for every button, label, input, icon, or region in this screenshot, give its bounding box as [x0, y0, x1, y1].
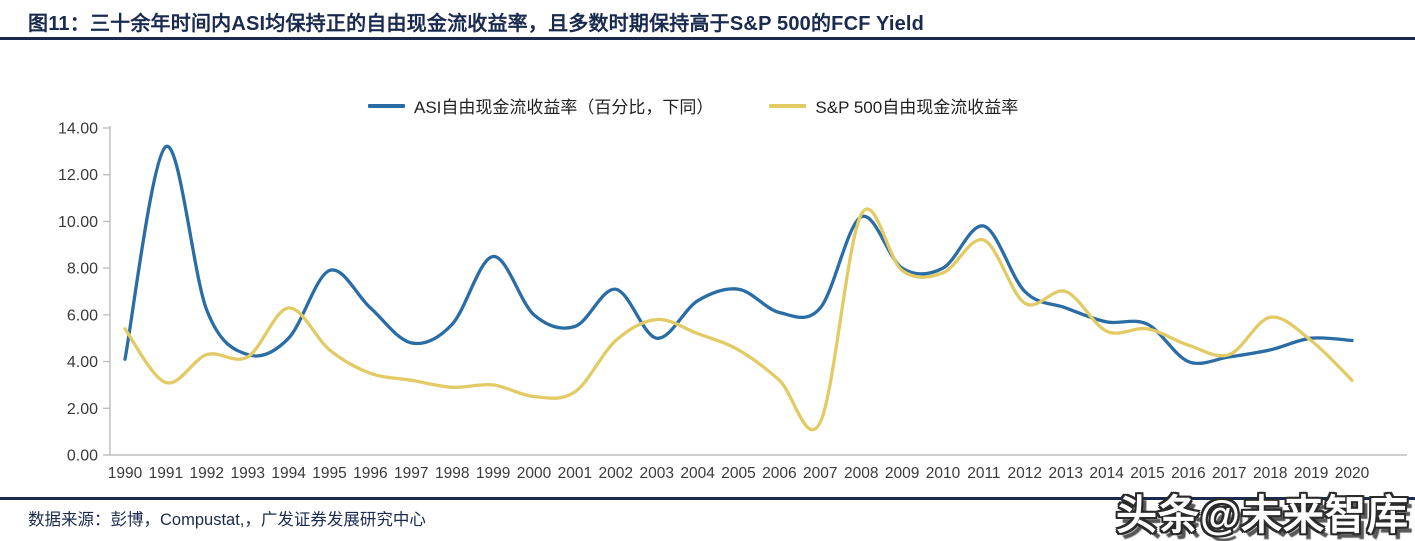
legend-item-asi: ASI自由现金流收益率（百分比，下同）: [368, 93, 713, 118]
x-tick-label: 2002: [599, 465, 633, 482]
x-tick-label: 2017: [1212, 465, 1246, 482]
figure-title: 图11：三十余年时间内ASI均保持正的自由现金流收益率，且多数时期保持高于S&P…: [28, 13, 925, 35]
x-tick-label: 2009: [885, 465, 919, 482]
asi-series-line: [123, 145, 1354, 366]
x-tick-label: 2012: [1008, 465, 1042, 482]
x-tick-label: 2007: [803, 465, 837, 482]
x-tick-label: 2013: [1048, 465, 1082, 482]
x-tick-label: 2006: [762, 465, 796, 482]
chart-legend: ASI自由现金流收益率（百分比，下同） S&P 500自由现金流收益率: [368, 93, 1018, 118]
x-tick-label: 2003: [639, 465, 673, 482]
asi-line-swatch: [368, 103, 405, 108]
footer-rule: [0, 497, 1415, 500]
x-tick-label: 1996: [353, 465, 387, 482]
title-underline-rule: [0, 37, 1415, 40]
x-tick-label: 2018: [1253, 465, 1287, 482]
x-tick-label: 2005: [721, 465, 755, 482]
y-tick-label: 10.00: [58, 214, 98, 231]
data-source-note: 数据来源：彭博，Compustat,，广发证券发展研究中心: [28, 511, 426, 529]
x-tick-label: 2004: [680, 465, 715, 482]
y-tick-label: 0.00: [67, 448, 98, 465]
y-tick-label: 14.00: [58, 121, 98, 138]
y-tick-label: 2.00: [67, 401, 98, 418]
x-tick-label: 2015: [1130, 465, 1164, 482]
y-tick-label: 4.00: [67, 354, 98, 371]
y-tick-label: 6.00: [67, 307, 98, 324]
toutiao-watermark: 头条@未来智库: [1116, 492, 1409, 538]
x-tick-label: 2000: [517, 465, 552, 482]
legend-label-asi: ASI自由现金流收益率（百分比，下同）: [414, 98, 714, 117]
x-tick-label: 1997: [394, 465, 428, 482]
x-tick-label: 1998: [435, 465, 469, 482]
legend-label-sp500: S&P 500自由现金流收益率: [815, 98, 1019, 117]
y-tick-label: 12.00: [58, 167, 98, 184]
x-tick-label: 2008: [844, 465, 878, 482]
x-tick-label: 1992: [190, 465, 224, 482]
x-tick-label: 1995: [312, 465, 346, 482]
sp500-line-swatch: [769, 103, 807, 108]
x-tick-label: 2014: [1089, 465, 1124, 482]
x-tick-label: 2019: [1294, 465, 1328, 482]
x-tick-label: 1999: [476, 465, 510, 482]
y-tick-label: 8.00: [67, 261, 98, 278]
x-tick-label: 2010: [926, 465, 961, 482]
x-tick-label: 2011: [967, 465, 1000, 482]
x-tick-label: 2020: [1335, 465, 1370, 482]
x-tick-label: 2016: [1171, 465, 1205, 482]
sp500-series-line: [123, 207, 1354, 432]
x-tick-label: 2001: [558, 465, 592, 482]
x-tick-label: 1990: [108, 465, 143, 482]
x-tick-label: 1994: [271, 465, 306, 482]
legend-item-sp500: S&P 500自由现金流收益率: [769, 93, 1018, 118]
x-tick-label: 1993: [230, 465, 264, 482]
x-tick-label: 1991: [149, 465, 183, 482]
